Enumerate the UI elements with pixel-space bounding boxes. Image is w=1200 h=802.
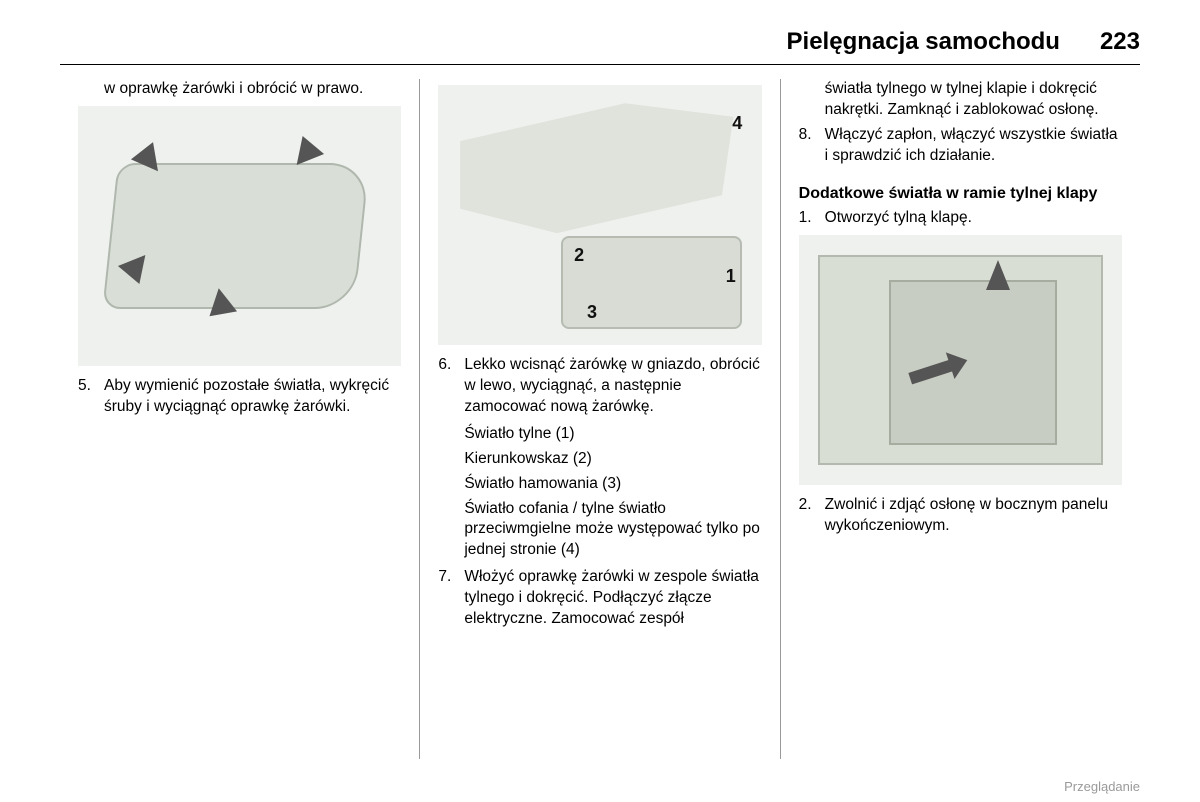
tg-step-1-text: Otworzyć tylną klapę. bbox=[825, 208, 1122, 229]
tg-step-1-number: 1. bbox=[799, 208, 825, 229]
step-6-text: Lekko wcisnąć żarówkę w gniazdo, obrócić… bbox=[464, 355, 761, 418]
page-header: Pielęgnacja samochodu 223 bbox=[60, 28, 1140, 65]
step-7-number: 7. bbox=[438, 567, 464, 630]
figure-bulb-holder-arrows bbox=[78, 106, 401, 366]
tg-step-2: 2. Zwolnić i zdjąć osłonę w bocznym pane… bbox=[799, 495, 1122, 537]
chapter-title: Pielęgnacja samochodu bbox=[787, 28, 1060, 56]
step-8-number: 8. bbox=[799, 125, 825, 167]
step-7: 7. Włożyć oprawkę żarówki w zespole świa… bbox=[438, 567, 761, 630]
column-1: w oprawkę żarówki i obrócić w prawo. 5. … bbox=[60, 79, 419, 759]
step-6-number: 6. bbox=[438, 355, 464, 418]
bulb-legend: Światło tylne (1) Kierunkowskaz (2) Świa… bbox=[464, 424, 761, 562]
tg-step-2-text: Zwolnić i zdjąć osłonę w bocznym panelu … bbox=[825, 495, 1122, 537]
step-5-text: Aby wymienić pozostałe światła, wykręcić… bbox=[104, 376, 401, 418]
step-5: 5. Aby wymienić pozostałe światła, wykrę… bbox=[78, 376, 401, 418]
step-8: 8. Włączyć zapłon, włączyć wszystkie świ… bbox=[799, 125, 1122, 167]
tg-step-2-number: 2. bbox=[799, 495, 825, 537]
legend-tail-light: Światło tylne (1) bbox=[464, 424, 761, 445]
legend-brake-light: Światło hamowania (3) bbox=[464, 474, 761, 495]
content-columns: w oprawkę żarówki i obrócić w prawo. 5. … bbox=[60, 79, 1140, 759]
legend-turn-signal: Kierunkowskaz (2) bbox=[464, 449, 761, 470]
callout-4: 4 bbox=[732, 111, 742, 135]
section-tailgate-lights-title: Dodatkowe światła w ramie tylnej klapy bbox=[799, 183, 1122, 205]
callout-2: 2 bbox=[574, 243, 584, 267]
column-3: światła tylnego w tylnej klapie i dokręc… bbox=[780, 79, 1140, 759]
page-number: 223 bbox=[1100, 28, 1140, 56]
step-7-continuation: światła tylnego w tylnej klapie i dokręc… bbox=[799, 79, 1122, 121]
step-6: 6. Lekko wcisnąć żarówkę w gniazdo, obró… bbox=[438, 355, 761, 418]
step-8-text: Włączyć zapłon, włączyć wszystkie światł… bbox=[825, 125, 1122, 167]
step-5-number: 5. bbox=[78, 376, 104, 418]
footer-label: Przeglądanie bbox=[1064, 779, 1140, 794]
step-7-text: Włożyć oprawkę żarówki w zespole światła… bbox=[464, 567, 761, 630]
col1-intro-text: w oprawkę żarówki i obrócić w prawo. bbox=[78, 79, 401, 100]
legend-reverse-fog: Światło cofania / tylne światło przeciwm… bbox=[464, 499, 761, 562]
callout-1: 1 bbox=[726, 264, 736, 288]
tg-step-1: 1. Otworzyć tylną klapę. bbox=[799, 208, 1122, 229]
figure-side-panel-cover bbox=[799, 235, 1122, 485]
figure-bulb-numbered: 4 1 2 3 bbox=[438, 85, 761, 345]
column-2: 4 1 2 3 6. Lekko wcisnąć żarówkę w gniaz… bbox=[419, 79, 779, 759]
callout-3: 3 bbox=[587, 300, 597, 324]
